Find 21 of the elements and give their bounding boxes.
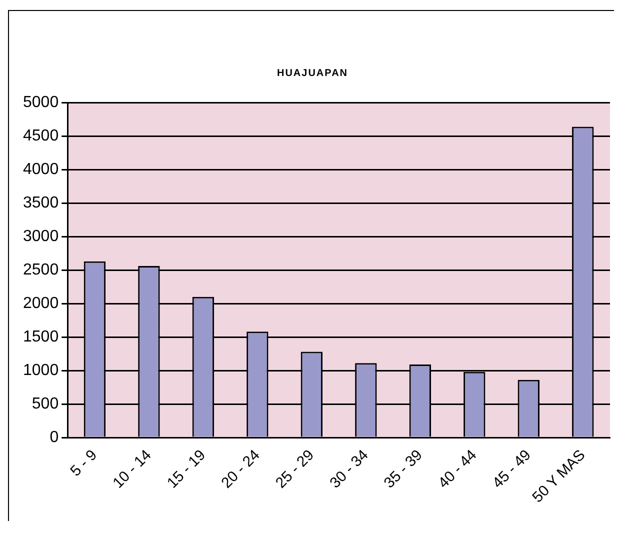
x-tick-label: 15 - 19 bbox=[164, 446, 209, 492]
x-tick-label: 35 - 39 bbox=[380, 446, 426, 492]
x-tick-label: 10 - 14 bbox=[110, 446, 155, 492]
y-tick-label: 4000 bbox=[23, 160, 59, 178]
chart-title: HUAJUAPAN bbox=[276, 68, 350, 79]
y-tick-label: 5000 bbox=[23, 94, 59, 112]
y-tick-label: 4500 bbox=[23, 128, 59, 144]
x-tick-label: 5 - 9 bbox=[67, 446, 100, 480]
y-tick-label: 1000 bbox=[23, 362, 59, 379]
y-tick-label: 1500 bbox=[23, 328, 59, 346]
y-tick-label: 0 bbox=[50, 428, 59, 446]
y-tick-label: 500 bbox=[32, 395, 59, 412]
y-tick-label: 2000 bbox=[23, 294, 59, 312]
x-tick-label: 30 - 34 bbox=[326, 446, 372, 492]
x-tick-label: 40 - 44 bbox=[435, 446, 480, 492]
x-tick-label: 45 - 49 bbox=[489, 446, 534, 492]
y-tick-label: 2500 bbox=[23, 261, 59, 278]
x-tick-label: 20 - 24 bbox=[218, 446, 264, 492]
x-tick-label: 25 - 29 bbox=[272, 446, 318, 492]
y-tick-label: 3000 bbox=[23, 228, 59, 245]
y-tick-label: 3500 bbox=[23, 194, 59, 212]
